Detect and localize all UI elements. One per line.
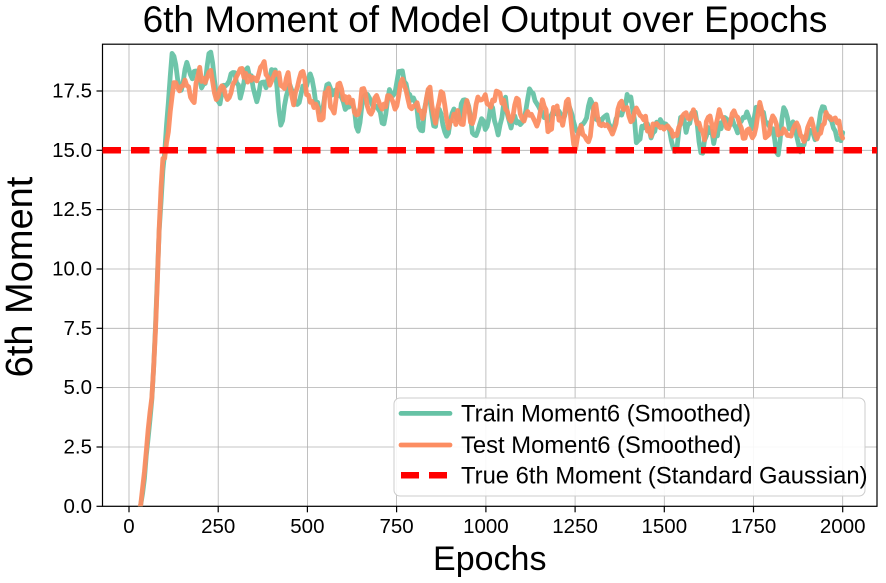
svg-text:1000: 1000 — [463, 515, 509, 538]
svg-text:6th Moment of Model Output ove: 6th Moment of Model Output over Epochs — [143, 0, 828, 40]
svg-text:2000: 2000 — [820, 515, 866, 538]
svg-text:10.0: 10.0 — [52, 258, 92, 281]
svg-text:Train Moment6 (Smoothed): Train Moment6 (Smoothed) — [461, 401, 751, 428]
svg-text:Epochs: Epochs — [433, 540, 546, 578]
svg-text:1250: 1250 — [552, 515, 598, 538]
svg-text:12.5: 12.5 — [52, 198, 92, 221]
svg-text:7.5: 7.5 — [64, 317, 93, 340]
svg-text:17.5: 17.5 — [52, 80, 92, 103]
svg-text:6th Moment: 6th Moment — [0, 176, 41, 377]
svg-text:250: 250 — [201, 515, 235, 538]
svg-text:2.5: 2.5 — [64, 436, 93, 459]
svg-text:0.0: 0.0 — [64, 495, 93, 518]
svg-text:1750: 1750 — [731, 515, 777, 538]
svg-text:500: 500 — [290, 515, 324, 538]
svg-text:1500: 1500 — [641, 515, 687, 538]
svg-text:750: 750 — [379, 515, 413, 538]
svg-text:True 6th Moment (Standard Gaus: True 6th Moment (Standard Gaussian) — [461, 462, 868, 489]
svg-text:0: 0 — [123, 515, 134, 538]
svg-text:5.0: 5.0 — [64, 376, 93, 399]
svg-text:15.0: 15.0 — [52, 139, 92, 162]
svg-text:Test Moment6 (Smoothed): Test Moment6 (Smoothed) — [461, 432, 741, 459]
